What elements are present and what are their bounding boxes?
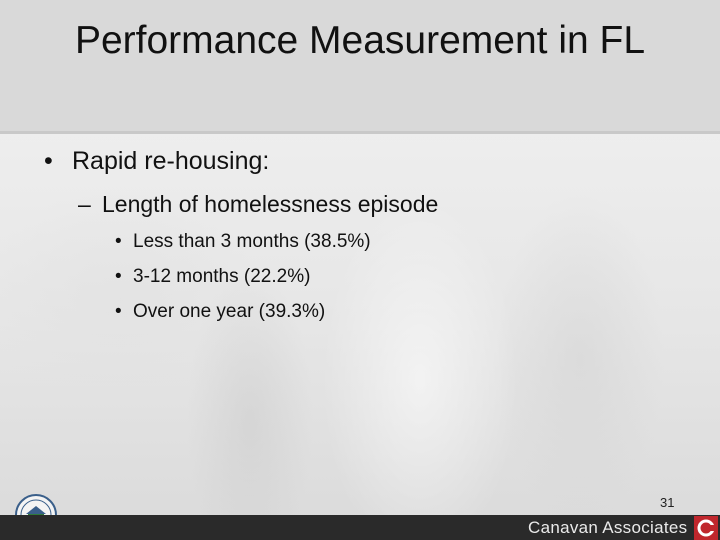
sub-bullet-item: • Over one year (39.3%) [115,299,371,334]
bullet-dot-icon: • [115,301,122,322]
canavan-logo-icon [694,516,718,540]
sub-bullet-text: Over one year (39.3%) [133,301,326,322]
bullet-level-2: – Length of homelessness episode [78,191,438,218]
bullet-dot-icon: • [115,266,122,287]
bullet-level-1-text: Rapid re-housing: [72,147,270,175]
bullet-dot-icon: • [44,147,53,175]
page-number: 31 [660,495,675,510]
sub-bullet-item: • Less than 3 months (38.5%) [115,229,371,264]
sub-bullet-list: • Less than 3 months (38.5%) • 3-12 months… [115,229,371,334]
footer-bar [0,515,720,540]
sub-bullet-text: Less than 3 months (38.5%) [133,231,371,252]
title-bar: Performance Measurement in FL [0,0,720,134]
bullet-dot-icon: • [115,231,122,252]
bullet-dash-icon: – [78,191,91,217]
footer-brand: Canavan Associates [528,518,688,537]
slide-title: Performance Measurement in FL [74,19,646,62]
bullet-level-1: • Rapid re-housing: [44,147,269,176]
sub-bullet-item: • 3-12 months (22.2%) [115,264,371,299]
bullet-level-2-text: Length of homelessness episode [102,191,439,217]
sub-bullet-text: 3-12 months (22.2%) [133,266,311,287]
